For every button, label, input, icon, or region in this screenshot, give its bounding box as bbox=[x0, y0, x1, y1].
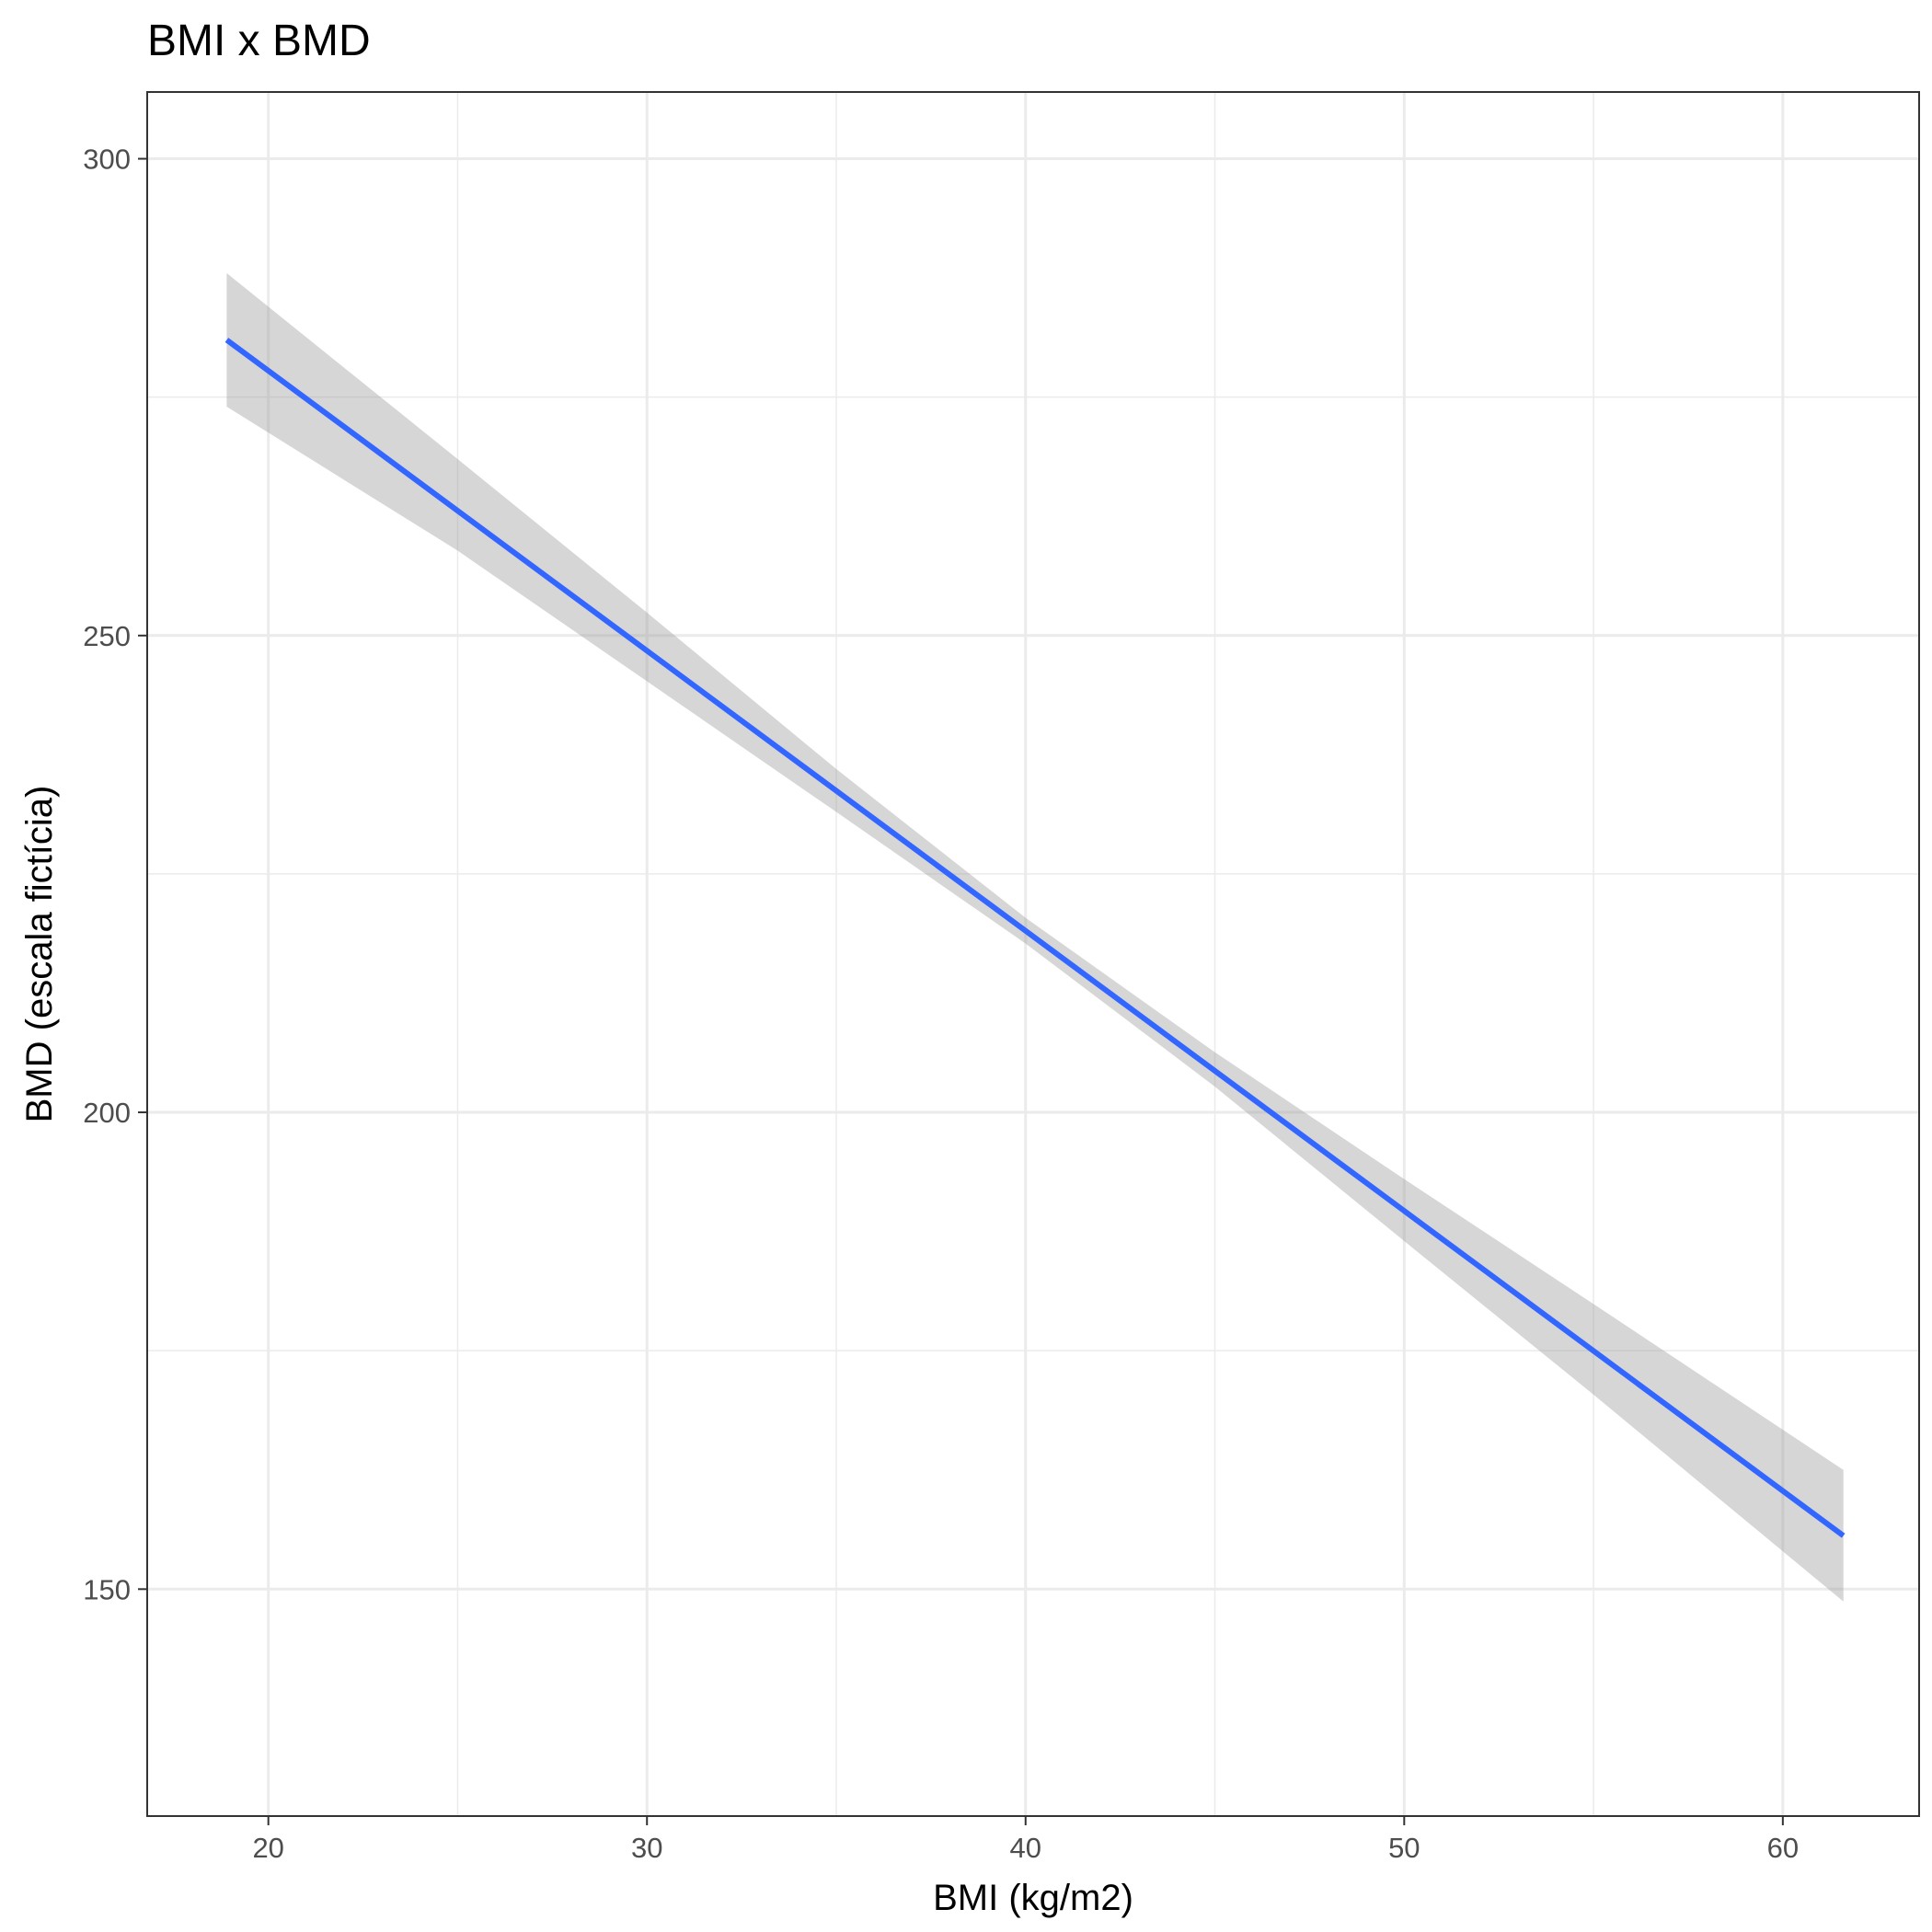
fit-line bbox=[224, 338, 1846, 1538]
axis-ticks: 20 30 40 50 60 150 200 250 300 bbox=[83, 144, 1799, 1864]
x-tick-label: 60 bbox=[1767, 1832, 1799, 1864]
fit-line-layer bbox=[224, 338, 1846, 1538]
chart-title: BMI x BMD bbox=[147, 17, 371, 65]
panel-border bbox=[146, 91, 1920, 1817]
grid bbox=[147, 92, 1919, 1816]
x-axis-label: BMI (kg/m2) bbox=[933, 1878, 1133, 1918]
x-tick-label: 50 bbox=[1388, 1832, 1420, 1864]
x-tick-label: 40 bbox=[1010, 1832, 1041, 1864]
y-tick-label: 300 bbox=[83, 144, 131, 176]
y-tick-label: 250 bbox=[83, 620, 131, 652]
y-axis-label: BMD (escala fictícia) bbox=[19, 786, 60, 1123]
x-tick-label: 20 bbox=[252, 1832, 283, 1864]
y-tick-label: 150 bbox=[83, 1573, 131, 1605]
y-tick-label: 200 bbox=[83, 1097, 131, 1129]
x-tick-label: 30 bbox=[631, 1832, 662, 1864]
